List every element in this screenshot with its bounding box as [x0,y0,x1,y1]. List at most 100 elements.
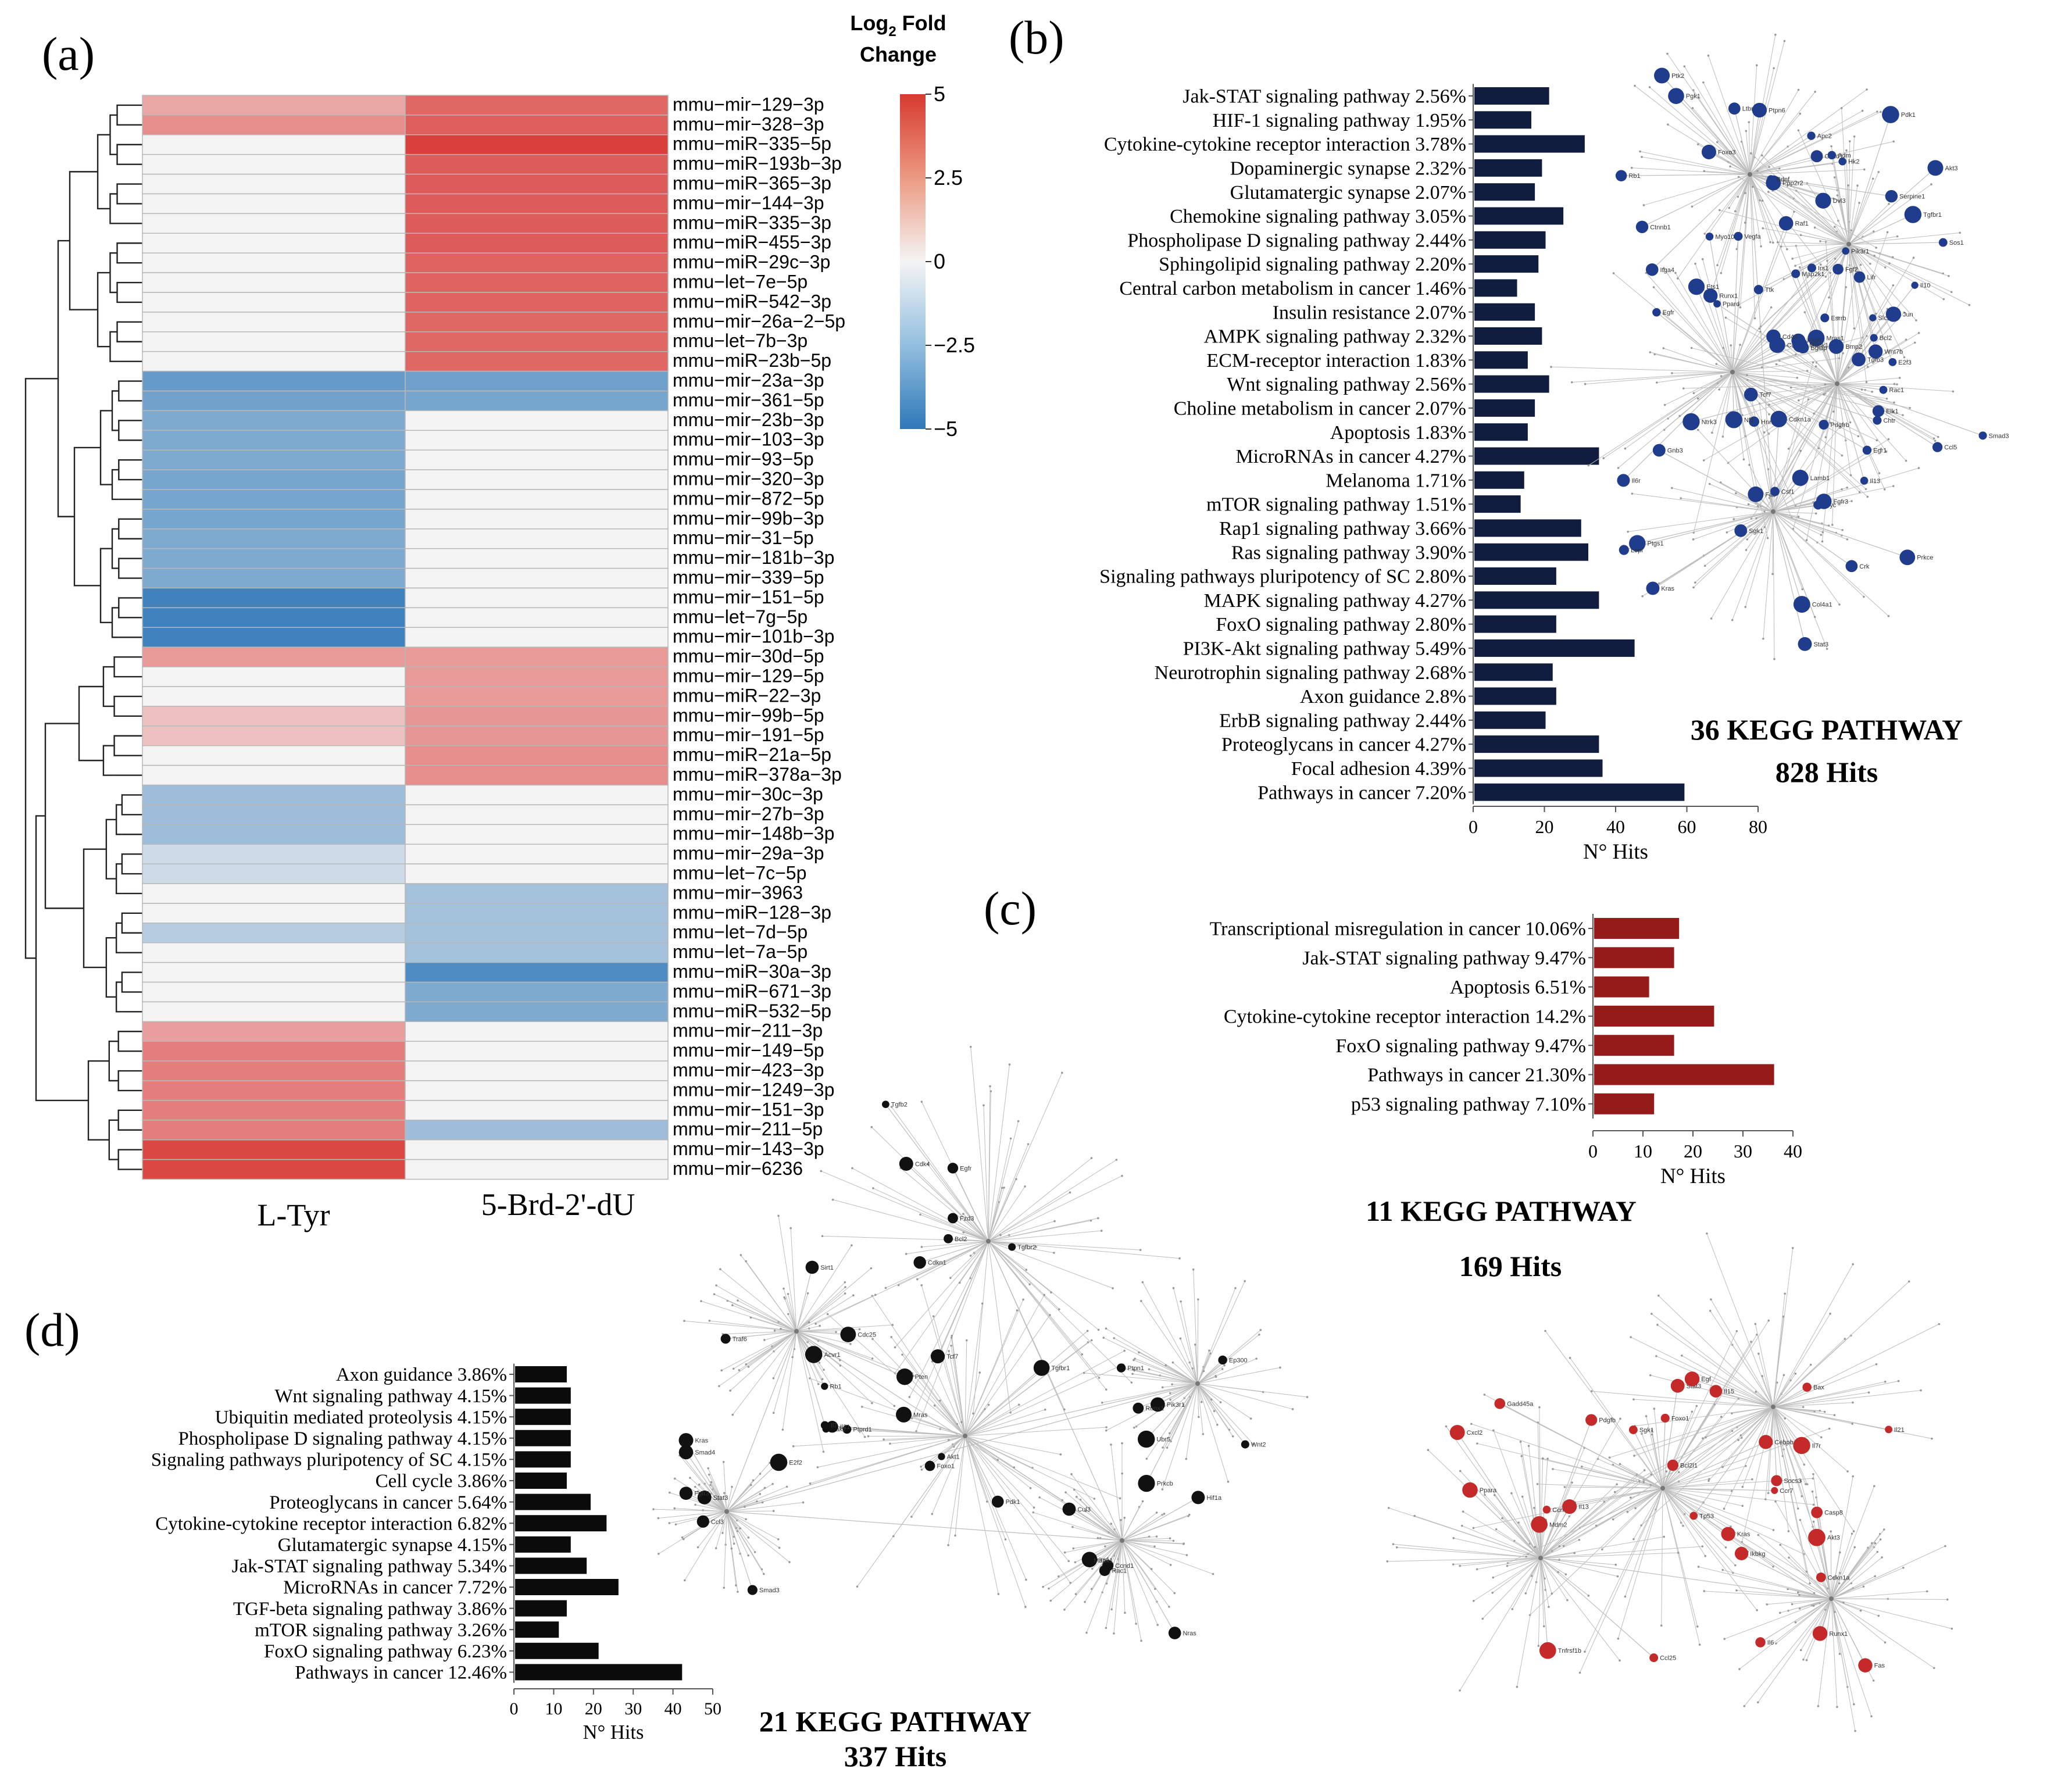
network-edge [964,1435,1014,1468]
network-leaf-node [1090,1339,1093,1342]
network-gene-label: Wnt2 [1251,1442,1266,1449]
network-leaf-node [1029,1487,1032,1489]
column-label-ltyr: L-Tyr [257,1198,330,1232]
network-edge [1197,1383,1199,1417]
heatmap-cell [405,509,669,530]
network-edge [1831,1547,1855,1599]
network-edge [1831,1598,1952,1630]
network-edge [1773,511,1816,514]
heatmap-cell [142,233,406,253]
network-edge [917,1241,989,1280]
network-edge [988,1175,1123,1242]
network-leaf-node [1216,1423,1219,1426]
heatmap-row-label: mmu−miR−128−3p [673,902,831,923]
network-edge [1837,383,1906,462]
network-edge [1749,174,1774,512]
network-edge [1792,1598,1832,1605]
network-leaf-node [1459,1689,1461,1692]
network-edge [1453,1538,1541,1559]
network-edge [1751,394,1774,512]
network-edge [1739,174,1751,308]
network-gene-label: Ntrk3 [1702,419,1717,426]
network-gene-node [1927,160,1944,176]
network-leaf-node [747,1536,750,1539]
network-edge [1748,504,1774,512]
network-leaf-node [1472,1527,1475,1530]
network-leaf-node [1630,166,1633,169]
network-edge [988,1138,1012,1242]
network-gene-node [1709,1385,1723,1398]
network-leaf-node [1093,1498,1096,1500]
network-leaf-node [1766,537,1769,539]
network-edge [1773,362,1814,512]
network-leaf-node [761,1501,764,1504]
category-label: Axon guidance 2.8% [1300,686,1466,707]
network-gene-label: Sirt1 [820,1264,834,1271]
x-tick-label: 20 [1684,1141,1702,1162]
network-gene-label: Ppp2r2 [1782,180,1803,187]
dendrogram-link [116,144,142,165]
network-edge [1526,1556,1541,1559]
network-leaf-node [831,1198,834,1201]
network-leaf-node [1633,1455,1635,1457]
network-leaf-node [1677,1471,1680,1474]
network-leaf-node [969,1255,972,1257]
network-edge [1185,1383,1198,1459]
network-edge [1602,1488,1663,1550]
network-gene-label: Pdgfb [1599,1417,1616,1424]
network-edge [1516,1557,1541,1687]
network-edge [1658,1295,1774,1407]
category-label: Cell cycle 3.86% [376,1471,507,1492]
network-edge [732,1305,797,1332]
network-leaf-node [1140,1639,1142,1642]
x-axis-title: N° Hits [583,1721,644,1743]
network-edge [745,1261,797,1332]
network-edge [722,1511,727,1534]
network-edge [1732,344,1741,373]
network-leaf-node [802,1501,805,1504]
network-leaf-node [1578,1538,1581,1541]
network-edge [709,1320,797,1332]
network-leaf-node [1105,1426,1108,1428]
network-leaf-node [1852,1475,1854,1478]
network-edge [1702,259,1733,373]
network-leaf-node [1803,1463,1806,1466]
network-gene-nodes: Cdkn1Ptprd1PtenPtpn1Ccnd1E2f2Fzd3Tgfbr1R… [678,1100,1266,1639]
network-leaf-node [773,1330,776,1332]
network-gene-node [1771,1475,1782,1486]
network-gene-node [1684,1371,1700,1387]
network-gene-label: Socs3 [1784,1478,1802,1485]
network-edge [1773,511,1889,617]
heatmap-row-label: mmu−mir−149−5p [673,1040,824,1061]
network-leaf-node [721,1532,724,1534]
network-edge [1773,1406,1799,1509]
network-edge [1773,511,1907,558]
network-edge [796,1331,806,1355]
network-hub-node [1660,1486,1665,1491]
network-leaf-node [1249,1417,1252,1420]
network-gene-label: Tcf7 [1760,392,1771,399]
network-edge [1646,273,1733,373]
network-leaf-node [1776,241,1779,244]
x-tick-label: 60 [1678,816,1696,837]
network-hub-node [1829,1596,1834,1601]
network-leaf-node [983,1104,985,1107]
network-gene-node [1749,416,1760,427]
network-edge [1773,511,1848,540]
network-leaf-node [1696,143,1699,146]
network-edge [1662,1488,1774,1531]
network-gene-label: Ep300 [1229,1357,1248,1364]
network-edge [1121,1540,1156,1589]
network-hub-node [1730,370,1735,374]
network-leaf-node [1130,1381,1133,1384]
network-edge [1837,383,1938,438]
network-gene-node [1752,102,1767,118]
network-gene-node [899,1156,913,1171]
network-leaf-node [750,1484,752,1486]
network-edge [1138,1352,1198,1384]
network-leaf-node [1875,1363,1878,1366]
network-leaf-node [1169,1392,1171,1395]
network-edge [1662,1488,1743,1506]
network-leaf-node [1771,241,1774,244]
network-gene-node [1868,344,1883,359]
